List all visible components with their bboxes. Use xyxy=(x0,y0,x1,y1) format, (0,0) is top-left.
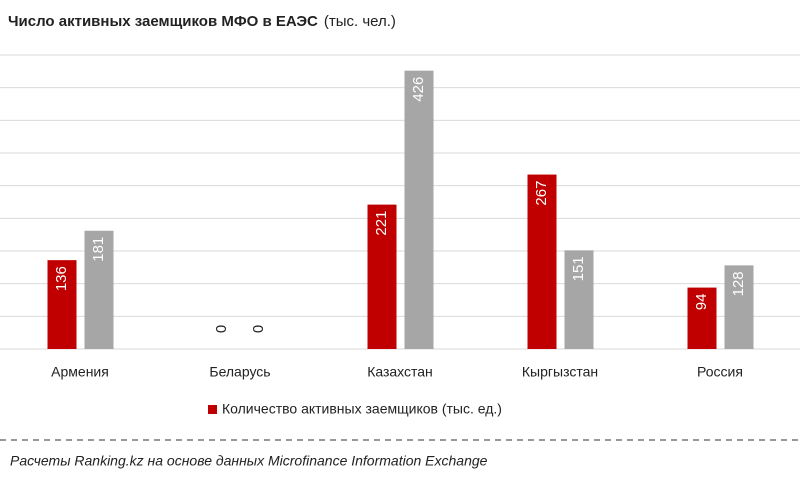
bar xyxy=(367,204,397,349)
value-label: 426 xyxy=(410,77,427,102)
bar xyxy=(724,265,754,349)
x-tick-label: Россия xyxy=(697,364,743,380)
bar xyxy=(527,174,557,349)
value-label: 151 xyxy=(570,256,587,281)
subtitle: (тыс. чел.) xyxy=(324,13,396,30)
bar xyxy=(687,287,717,349)
x-tick-label: Беларусь xyxy=(209,364,270,380)
bar xyxy=(84,230,114,349)
value-label: 221 xyxy=(373,211,390,236)
value-label: 181 xyxy=(90,237,107,262)
bar xyxy=(47,260,77,349)
value-label: 0 xyxy=(250,325,267,333)
x-tick-label: Армения xyxy=(51,364,109,380)
value-label: 0 xyxy=(213,325,230,333)
legend-swatch xyxy=(208,405,217,414)
bar xyxy=(564,250,594,349)
value-label: 128 xyxy=(730,271,747,296)
value-label: 267 xyxy=(533,181,550,206)
legend-label: Количество активных заемщиков (тыс. ед.) xyxy=(222,401,502,417)
source: Расчеты Ranking.kz на основе данных Micr… xyxy=(10,453,488,469)
bar xyxy=(404,70,434,350)
x-tick-label: Казахстан xyxy=(367,364,433,380)
value-label: 136 xyxy=(53,266,70,291)
x-tick-label: Кыргызстан xyxy=(522,364,598,380)
value-label: 94 xyxy=(693,294,710,311)
title: Число активных заемщиков МФО в ЕАЭС xyxy=(8,13,318,30)
chart-title: Число активных заемщиков МФО в ЕАЭС (тыс.… xyxy=(8,13,396,30)
